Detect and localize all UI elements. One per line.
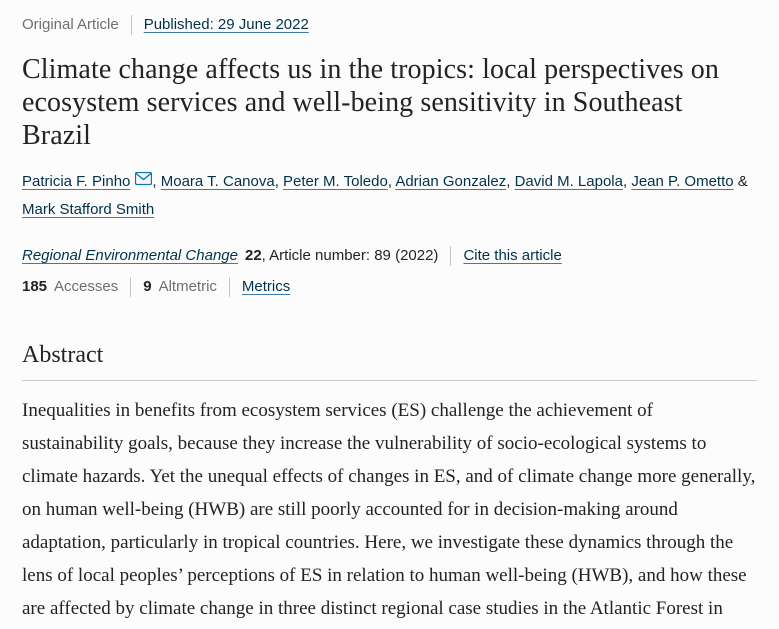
divider bbox=[228, 277, 230, 297]
authors-list: Patricia F. Pinho, Moara T. Canova, Pete… bbox=[22, 167, 757, 224]
journal-volume: 22 bbox=[244, 247, 262, 264]
email-icon[interactable] bbox=[135, 167, 153, 195]
abstract-divider bbox=[22, 380, 757, 381]
author-link[interactable]: Peter M. Toledo bbox=[283, 173, 388, 190]
article-metrics-bar: 185 Accesses 9 Altmetric Metrics bbox=[22, 276, 757, 298]
author-separator: , bbox=[506, 173, 511, 190]
author-separator: , bbox=[152, 173, 157, 190]
accesses-count: 185 bbox=[22, 278, 48, 295]
authors-ampersand: & bbox=[737, 173, 748, 190]
metrics-link[interactable]: Metrics bbox=[241, 278, 291, 295]
accesses-label: Accesses bbox=[54, 278, 119, 295]
article-type-label: Original Article bbox=[22, 16, 119, 33]
article-number: , Article number: 89 (2022) bbox=[261, 247, 439, 264]
article-meta-bar: Original Article Published: 29 June 2022 bbox=[22, 14, 757, 36]
altmetric-count: 9 bbox=[143, 278, 152, 295]
author-link[interactable]: Mark Stafford Smith bbox=[22, 201, 155, 218]
author-link[interactable]: Patricia F. Pinho bbox=[22, 173, 131, 190]
published-date-link[interactable]: Published: 29 June 2022 bbox=[143, 16, 309, 33]
author-separator: , bbox=[387, 173, 392, 190]
journal-citation-bar: Regional Environmental Change 22, Articl… bbox=[22, 245, 757, 267]
cite-this-article-link[interactable]: Cite this article bbox=[463, 247, 562, 264]
altmetric-label: Altmetric bbox=[158, 278, 217, 295]
page-title: Climate change affects us in the tropics… bbox=[22, 54, 720, 151]
abstract-heading: Abstract bbox=[22, 342, 104, 368]
divider bbox=[450, 246, 452, 266]
author-link[interactable]: Moara T. Canova bbox=[160, 173, 275, 190]
author-link[interactable]: David M. Lapola bbox=[514, 173, 623, 190]
divider bbox=[130, 15, 132, 35]
journal-link[interactable]: Regional Environmental Change bbox=[22, 247, 238, 264]
divider bbox=[130, 277, 132, 297]
abstract-paragraph: Inequalities in benefits from ecosystem … bbox=[22, 400, 756, 619]
abstract-section: Abstract Inequalities in benefits from e… bbox=[22, 341, 757, 629]
author-link[interactable]: Jean P. Ometto bbox=[631, 173, 734, 190]
author-separator: , bbox=[622, 173, 628, 190]
author-separator: , bbox=[274, 173, 279, 190]
author-link[interactable]: Adrian Gonzalez bbox=[395, 173, 507, 190]
